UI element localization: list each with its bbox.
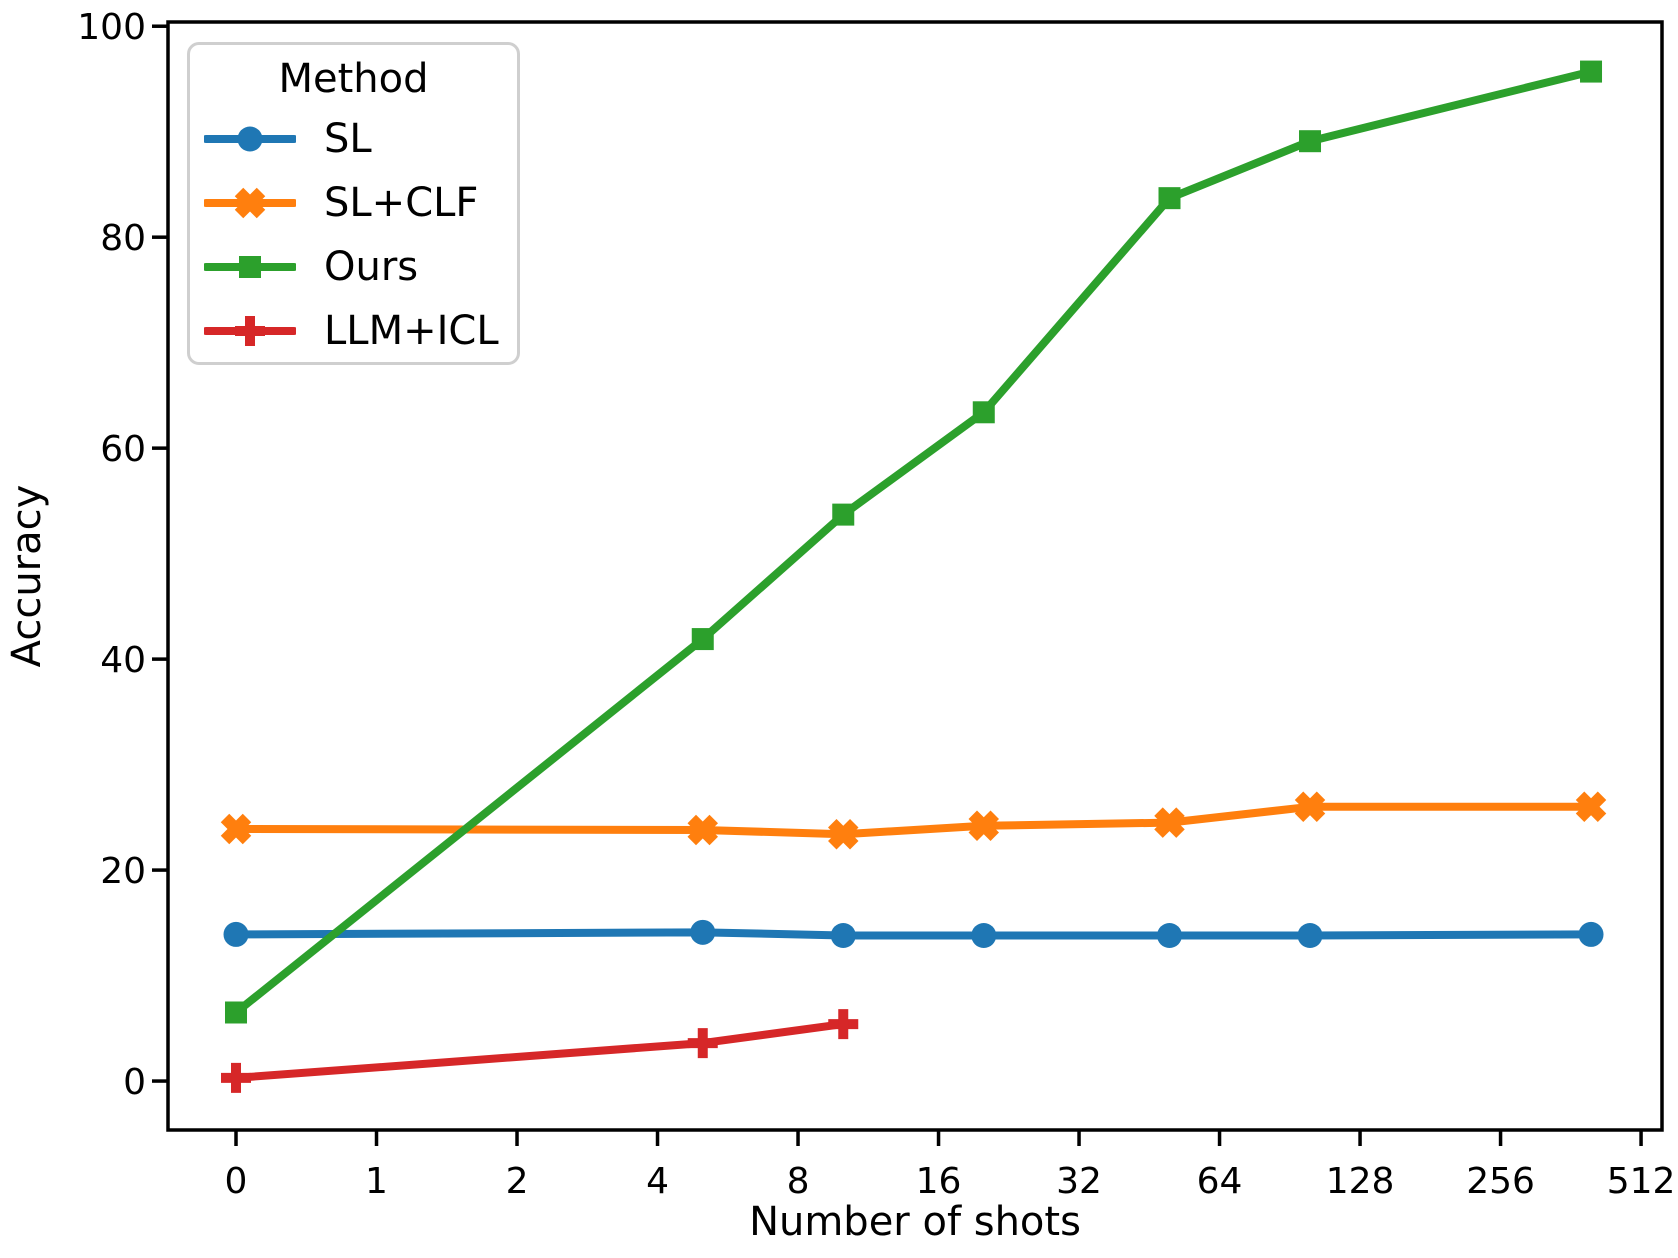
axes-spines bbox=[166, 20, 1664, 1132]
x-tick-label: 1 bbox=[365, 1161, 388, 1202]
series-marker-sl bbox=[1297, 922, 1323, 948]
legend-item-sl: SL bbox=[190, 107, 517, 171]
legend-label-ours: Ours bbox=[324, 244, 419, 290]
y-tick-label: 80 bbox=[100, 218, 146, 259]
series-marker-sl bbox=[1157, 922, 1183, 948]
series-marker-ours bbox=[1158, 187, 1181, 210]
series-marker-sl-clf bbox=[968, 810, 1000, 842]
legend-item-llm-icl: LLM+ICL bbox=[190, 299, 517, 363]
y-axis-title: Accuracy bbox=[4, 484, 50, 668]
legend-sample-circle-icon bbox=[204, 126, 296, 152]
y-tick-label: 60 bbox=[100, 429, 146, 470]
series-marker-sl bbox=[971, 922, 997, 948]
series-marker-sl bbox=[223, 921, 249, 947]
series-marker-ours bbox=[1299, 130, 1322, 153]
legend-title: Method bbox=[278, 56, 429, 102]
series-marker-sl bbox=[830, 922, 856, 948]
y-tick-label: 20 bbox=[100, 851, 146, 892]
series-marker-ours bbox=[691, 628, 714, 651]
legend-label-llm-icl: LLM+ICL bbox=[324, 308, 499, 354]
series-marker-llm-icl bbox=[828, 1009, 859, 1040]
y-tick-label: 40 bbox=[100, 640, 146, 681]
series-marker-llm-icl bbox=[221, 1062, 252, 1093]
legend-marker-sl bbox=[237, 126, 263, 152]
series-line-sl bbox=[232, 928, 1596, 940]
legend-item-sl-clf: SL+CLF bbox=[190, 171, 517, 235]
series-line-llm-icl bbox=[232, 1020, 848, 1082]
legend-item-ours: Ours bbox=[190, 235, 517, 299]
x-tick-label: 256 bbox=[1466, 1161, 1535, 1202]
legend-sample-x-icon bbox=[204, 187, 296, 219]
series-marker-ours bbox=[225, 1001, 248, 1024]
x-tick-label: 0 bbox=[225, 1161, 248, 1202]
series-marker-sl bbox=[690, 919, 716, 945]
x-tick-label: 4 bbox=[646, 1161, 669, 1202]
legend-sample-square-icon bbox=[204, 256, 296, 278]
series-marker-sl-clf bbox=[1154, 807, 1185, 838]
series-marker-sl-clf bbox=[687, 814, 718, 846]
series-marker-ours bbox=[832, 503, 855, 526]
x-tick-label: 512 bbox=[1607, 1161, 1676, 1202]
x-axis-title: Number of shots bbox=[749, 1199, 1081, 1245]
x-tick-label: 16 bbox=[916, 1161, 962, 1202]
series-marker-sl bbox=[1578, 921, 1604, 947]
series-marker-sl-clf bbox=[1294, 791, 1326, 823]
legend-label-sl: SL bbox=[324, 116, 372, 162]
series-marker-llm-icl bbox=[687, 1028, 718, 1059]
legend: Method SL SL+CLF Ours LLM+ICL bbox=[187, 42, 520, 365]
x-tick-label: 128 bbox=[1326, 1161, 1395, 1202]
legend-label-sl-clf: SL+CLF bbox=[324, 180, 479, 226]
legend-sample-plus-icon bbox=[204, 316, 296, 346]
series-marker-sl-clf bbox=[828, 818, 859, 850]
series-marker-ours bbox=[1580, 60, 1603, 83]
legend-marker-sl-clf bbox=[234, 187, 266, 219]
x-tick-label: 64 bbox=[1197, 1161, 1243, 1202]
x-tick-label: 2 bbox=[506, 1161, 529, 1202]
x-tick-label: 8 bbox=[787, 1161, 810, 1202]
legend-items: SL SL+CLF Ours LLM+ICL bbox=[190, 107, 517, 363]
legend-marker-llm-icl bbox=[235, 316, 265, 346]
series-marker-sl-clf bbox=[220, 813, 252, 845]
series-marker-ours bbox=[972, 401, 995, 424]
series-marker-sl-clf bbox=[1575, 791, 1607, 823]
y-tick-label: 0 bbox=[123, 1062, 146, 1103]
legend-marker-ours bbox=[239, 256, 261, 278]
y-tick-label: 100 bbox=[77, 7, 146, 48]
x-tick-label: 32 bbox=[1056, 1161, 1102, 1202]
series-line-sl-clf bbox=[232, 802, 1596, 839]
